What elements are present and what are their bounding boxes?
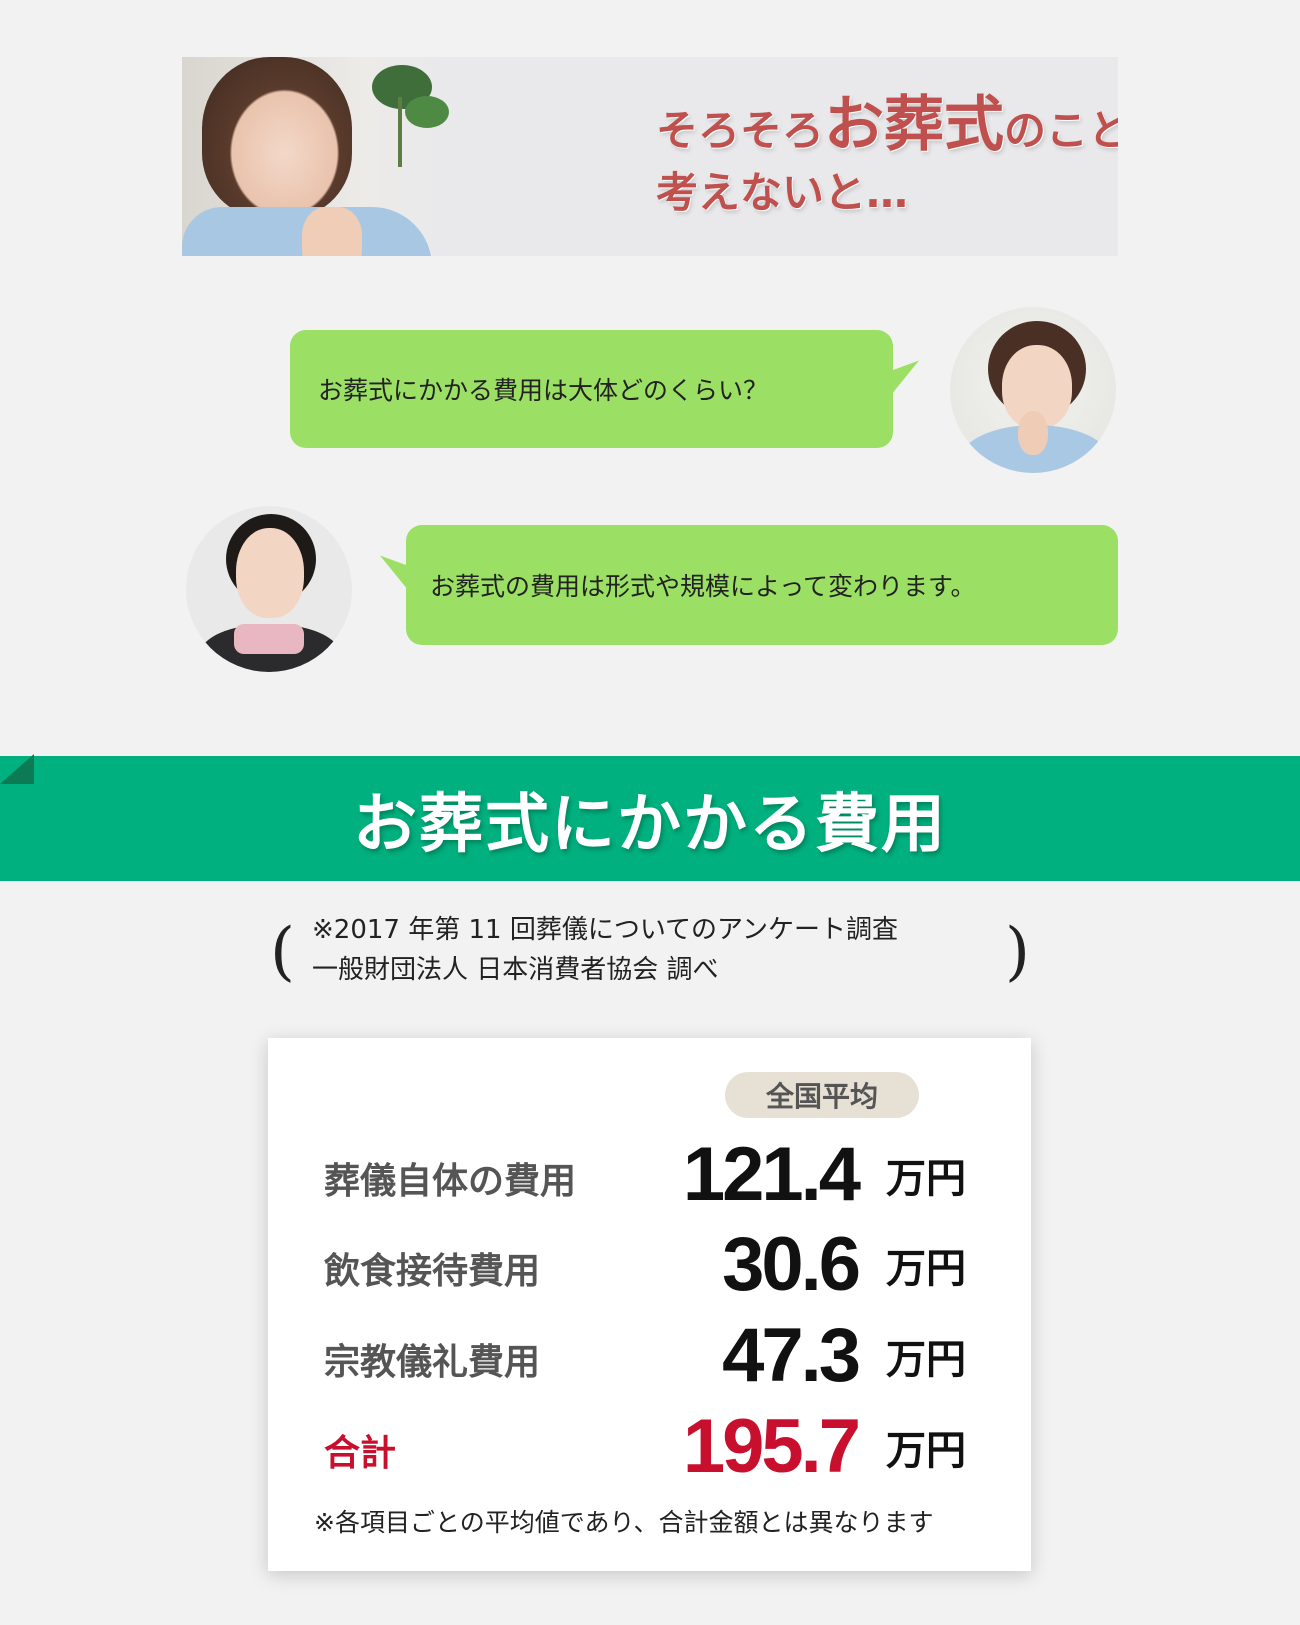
cost-row: 葬儀自体の費用 121.4 万円 (324, 1128, 1004, 1218)
column-header-pill: 全国平均 (725, 1072, 919, 1118)
answer-bubble: お葬式の費用は形式や規模によって変わります。 (406, 525, 1118, 645)
cost-value: 30.6 (722, 1222, 861, 1307)
footnote: ※各項目ごとの平均値であり、合計金額とは異なります (314, 1508, 934, 1537)
cost-row: 宗教儀礼費用 47.3 万円 (324, 1309, 1004, 1399)
question-bubble: お葬式にかかる費用は大体どのくらい？ (290, 330, 893, 448)
section-title: お葬式にかかる費用 (353, 787, 947, 862)
cost-label: 飲食接待費用 (324, 1251, 541, 1292)
cost-label: 宗教儀礼費用 (324, 1342, 541, 1383)
section-header: お葬式にかかる費用 (0, 754, 1300, 881)
hero-photo-worried-woman (182, 57, 449, 256)
avatar-staff-woman (186, 506, 352, 672)
total-value: 195.7 (682, 1404, 861, 1489)
answer-text: お葬式の費用は形式や規模によって変わります。 (430, 572, 976, 601)
ribbon-fold (0, 754, 34, 784)
total-unit: 万円 (886, 1428, 966, 1474)
cost-unit: 万円 (886, 1156, 966, 1202)
cost-unit: 万円 (886, 1246, 966, 1292)
source-line-1: ※2017 年第 11 回葬儀についてのアンケート調査 (312, 915, 899, 945)
cost-table-card: 全国平均 葬儀自体の費用 121.4 万円 飲食接待費用 30.6 万円 宗教儀… (268, 1038, 1031, 1571)
source-line-2: 一般財団法人 日本消費者協会 調べ (312, 955, 719, 985)
cost-unit: 万円 (886, 1337, 966, 1383)
hero-line2: 考えないと… (656, 168, 909, 217)
hero-line1-emphasis: お葬式 (824, 90, 1005, 160)
source-note: ( ※2017 年第 11 回葬儀についてのアンケート調査 一般財団法人 日本消… (270, 910, 1030, 1000)
cost-value: 47.3 (722, 1313, 861, 1398)
hero-line1-pre: そろそろ (656, 106, 825, 155)
question-text: お葬式にかかる費用は大体どのくらい？ (318, 376, 769, 405)
source-open-paren: ( (270, 915, 295, 989)
total-label: 合計 (324, 1433, 397, 1474)
cost-row-total: 合計 195.7 万円 (324, 1400, 1004, 1490)
cost-row: 飲食接待費用 30.6 万円 (324, 1218, 1004, 1308)
hero-headline: そろそろお葬式のことを 考えないと… (656, 95, 1118, 223)
hero-line1-post: のことを (1004, 106, 1118, 155)
hero-banner: そろそろお葬式のことを 考えないと… (182, 57, 1118, 256)
cost-value: 121.4 (682, 1132, 861, 1217)
avatar-worried-woman (950, 307, 1116, 473)
source-close-paren: ) (1005, 915, 1030, 989)
cost-label: 葬儀自体の費用 (324, 1161, 577, 1202)
plant-icon (372, 65, 449, 167)
